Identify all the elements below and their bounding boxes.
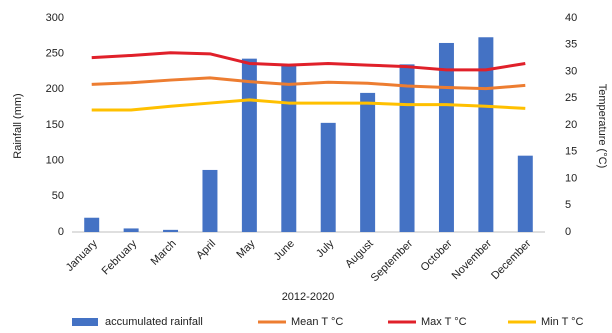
y2-tick-label: 15 [565,146,577,158]
y-tick-label: 50 [52,190,64,202]
x-tick-label: December [489,237,534,282]
line [91,76,526,91]
x-tick-label: March [149,238,179,268]
bar [84,217,100,232]
bar [281,64,297,232]
y-axis-label: Rainfall (mm) [12,93,24,158]
line [91,51,526,72]
y2-tick-label: 40 [565,12,577,24]
x-tick-label: October [418,237,454,273]
bar [202,169,218,232]
line [91,98,526,112]
x-tick-label: August [343,238,376,271]
x-tick-label: July [314,237,337,260]
y-tick-label: 300 [46,12,64,24]
x-tick-label: June [272,238,297,263]
y-tick-label: 150 [46,119,64,131]
legend-label: accumulated rainfall [105,316,203,328]
x-tick-label: September [369,237,416,284]
y2-axis-label: Temperature (°C) [596,84,608,168]
bar [360,92,376,233]
x-tick-label: February [100,237,140,277]
bar [123,228,139,232]
y2-tick-label: 20 [565,119,577,131]
y-tick-label: 100 [46,155,64,167]
bar [478,37,494,233]
bar [399,64,415,232]
y2-tick-label: 0 [565,226,571,238]
x-tick-label: May [234,237,258,261]
y2-tick-label: 5 [565,199,571,211]
y-tick-label: 250 [46,48,64,60]
x-tick-label: November [450,237,495,282]
x-tick-label: January [64,237,101,274]
legend-label: Max T °C [421,316,467,328]
y2-tick-label: 25 [565,92,577,104]
y-tick-label: 200 [46,83,64,95]
y2-tick-label: 35 [565,39,577,51]
y2-tick-label: 30 [565,65,577,77]
legend-swatch [72,318,98,326]
x-axis-label: 2012-2020 [282,291,335,303]
y2-tick-label: 10 [565,172,577,184]
bar [517,155,533,232]
x-tick-label: April [194,238,218,262]
legend-label: Min T °C [541,316,584,328]
bar [438,42,454,232]
legend-label: Mean T °C [291,316,343,328]
bar [163,229,179,232]
bar [320,122,336,232]
bar [241,58,257,232]
y-tick-label: 0 [58,226,64,238]
